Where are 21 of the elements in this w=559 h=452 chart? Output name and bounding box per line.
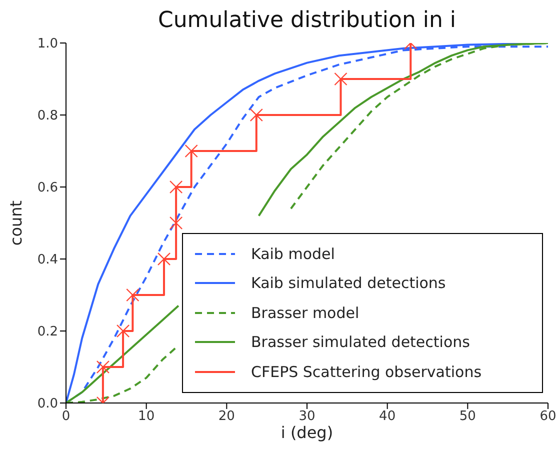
x-tick-label: 30 xyxy=(298,409,316,424)
y-tick-label: 0.4 xyxy=(37,252,58,268)
legend-label: CFEPS Scattering observations xyxy=(251,362,482,381)
y-tick-label: 0.8 xyxy=(37,108,58,124)
x-axis-title: i (deg) xyxy=(280,423,334,442)
y-tick-label: 0.0 xyxy=(37,396,58,412)
y-tick-label: 0.6 xyxy=(37,180,58,196)
x-tick-label: 40 xyxy=(379,409,396,424)
legend-label: Kaib simulated detections xyxy=(251,274,446,292)
y-tick-label: 1.0 xyxy=(37,36,58,52)
x-tick-label: 10 xyxy=(138,409,155,424)
chart-title: Cumulative distribution in i xyxy=(156,8,458,33)
y-axis-title: count xyxy=(6,200,26,246)
legend-label: Brasser simulated detections xyxy=(251,333,470,352)
x-tick-label: 50 xyxy=(459,409,476,424)
x-tick-label: 60 xyxy=(540,409,556,424)
x-tick-label: 20 xyxy=(218,409,235,424)
legend-label: Kaib model xyxy=(251,244,335,263)
x-tick-label: 0 xyxy=(62,409,70,424)
y-tick-label: 0.2 xyxy=(37,324,58,340)
legend-label: Brasser model xyxy=(251,304,360,322)
